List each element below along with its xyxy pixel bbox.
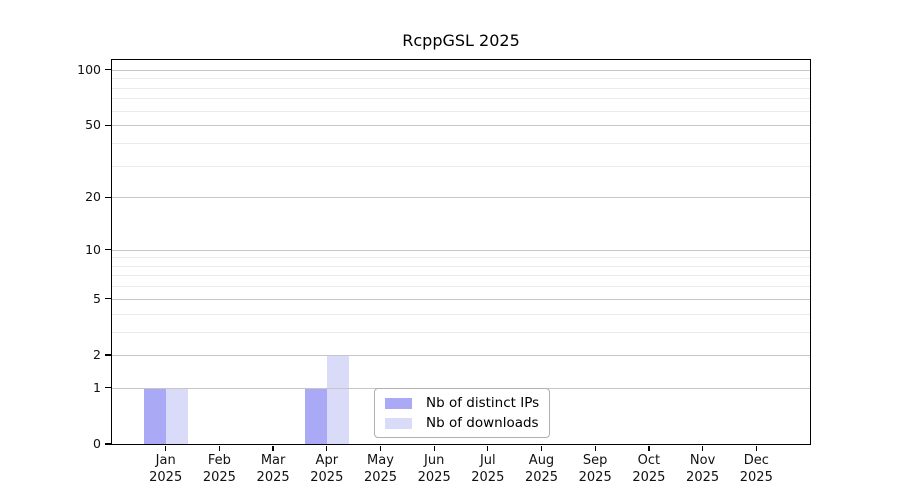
legend-item-downloads: Nb of downloads bbox=[385, 415, 539, 431]
y-tick-label: 5 bbox=[93, 290, 101, 306]
x-tick-label: Aug 2025 bbox=[524, 453, 559, 485]
y-tick-label: 0 bbox=[93, 436, 101, 451]
gridline-minor bbox=[112, 87, 810, 89]
y-tick-label: 20 bbox=[85, 189, 101, 205]
plot-area bbox=[112, 60, 810, 444]
x-axis-tick bbox=[594, 445, 596, 451]
gridline-minor bbox=[112, 265, 810, 267]
x-tick-label: Jul 2025 bbox=[471, 453, 505, 485]
y-axis-tick bbox=[105, 69, 111, 71]
gridline-minor bbox=[112, 165, 810, 167]
bar-downloads bbox=[165, 387, 188, 444]
bar-distinct-ips bbox=[304, 387, 327, 444]
bar-distinct-ips bbox=[143, 387, 166, 444]
gridline-minor bbox=[112, 257, 810, 259]
x-tick-label: Jun 2025 bbox=[417, 453, 451, 485]
x-axis-tick bbox=[218, 445, 220, 451]
x-tick-label: Jan 2025 bbox=[149, 453, 183, 485]
legend-label-distinct-ips: Nb of distinct IPs bbox=[426, 395, 540, 411]
x-tick-label: Apr 2025 bbox=[310, 453, 344, 485]
x-axis-tick bbox=[165, 445, 167, 451]
gridline-minor bbox=[112, 275, 810, 277]
y-axis-tick bbox=[105, 387, 111, 389]
x-axis-tick bbox=[648, 445, 650, 451]
legend: Nb of distinct IPs Nb of downloads bbox=[374, 388, 551, 438]
legend-swatch-downloads bbox=[385, 417, 412, 429]
x-axis-tick bbox=[540, 445, 543, 451]
gridline-minor bbox=[112, 78, 810, 80]
gridline-minor bbox=[112, 313, 810, 315]
x-tick-label: Dec 2025 bbox=[739, 453, 773, 485]
x-tick-label: May 2025 bbox=[363, 453, 398, 485]
gridline-minor bbox=[112, 286, 810, 288]
legend-swatch-distinct-ips bbox=[385, 397, 412, 409]
y-axis-tick bbox=[105, 443, 111, 445]
x-tick-label: Oct 2025 bbox=[632, 453, 666, 485]
x-axis-tick bbox=[379, 445, 382, 451]
legend-label-downloads: Nb of downloads bbox=[426, 415, 539, 431]
y-tick-label: 50 bbox=[85, 117, 101, 133]
gridline-major bbox=[112, 298, 810, 300]
gridline-major bbox=[112, 249, 810, 251]
x-tick-label: Mar 2025 bbox=[256, 453, 290, 485]
y-tick-label: 100 bbox=[77, 61, 101, 77]
bar-downloads bbox=[326, 354, 349, 444]
gridline-major bbox=[112, 354, 810, 356]
gridline-minor bbox=[112, 98, 810, 100]
chart-title: RcppGSL 2025 bbox=[402, 31, 520, 50]
y-axis-tick bbox=[105, 354, 111, 356]
y-axis-tick bbox=[105, 248, 111, 251]
y-axis-tick bbox=[105, 298, 111, 300]
x-axis-tick bbox=[702, 445, 704, 451]
gridline-minor bbox=[112, 110, 810, 112]
x-tick-label: Feb 2025 bbox=[202, 453, 236, 485]
y-axis-tick bbox=[105, 196, 111, 198]
y-tick-label: 10 bbox=[85, 241, 101, 257]
gridline-minor bbox=[112, 331, 810, 333]
gridline-major bbox=[112, 125, 810, 127]
y-tick-label: 1 bbox=[93, 379, 101, 395]
gridline-major bbox=[112, 69, 810, 71]
legend-item-distinct-ips: Nb of distinct IPs bbox=[385, 395, 539, 411]
gridline-major bbox=[112, 197, 810, 199]
x-tick-label: Nov 2025 bbox=[686, 453, 720, 485]
x-axis-tick bbox=[755, 445, 757, 451]
gridline-minor bbox=[112, 142, 810, 144]
y-tick-label: 2 bbox=[93, 346, 101, 362]
y-axis-tick bbox=[105, 124, 111, 126]
x-tick-label: Sep 2025 bbox=[578, 453, 612, 485]
x-axis-tick bbox=[433, 445, 435, 451]
x-axis-tick bbox=[272, 445, 274, 451]
x-axis-tick bbox=[487, 445, 489, 451]
x-axis-tick bbox=[326, 445, 328, 451]
